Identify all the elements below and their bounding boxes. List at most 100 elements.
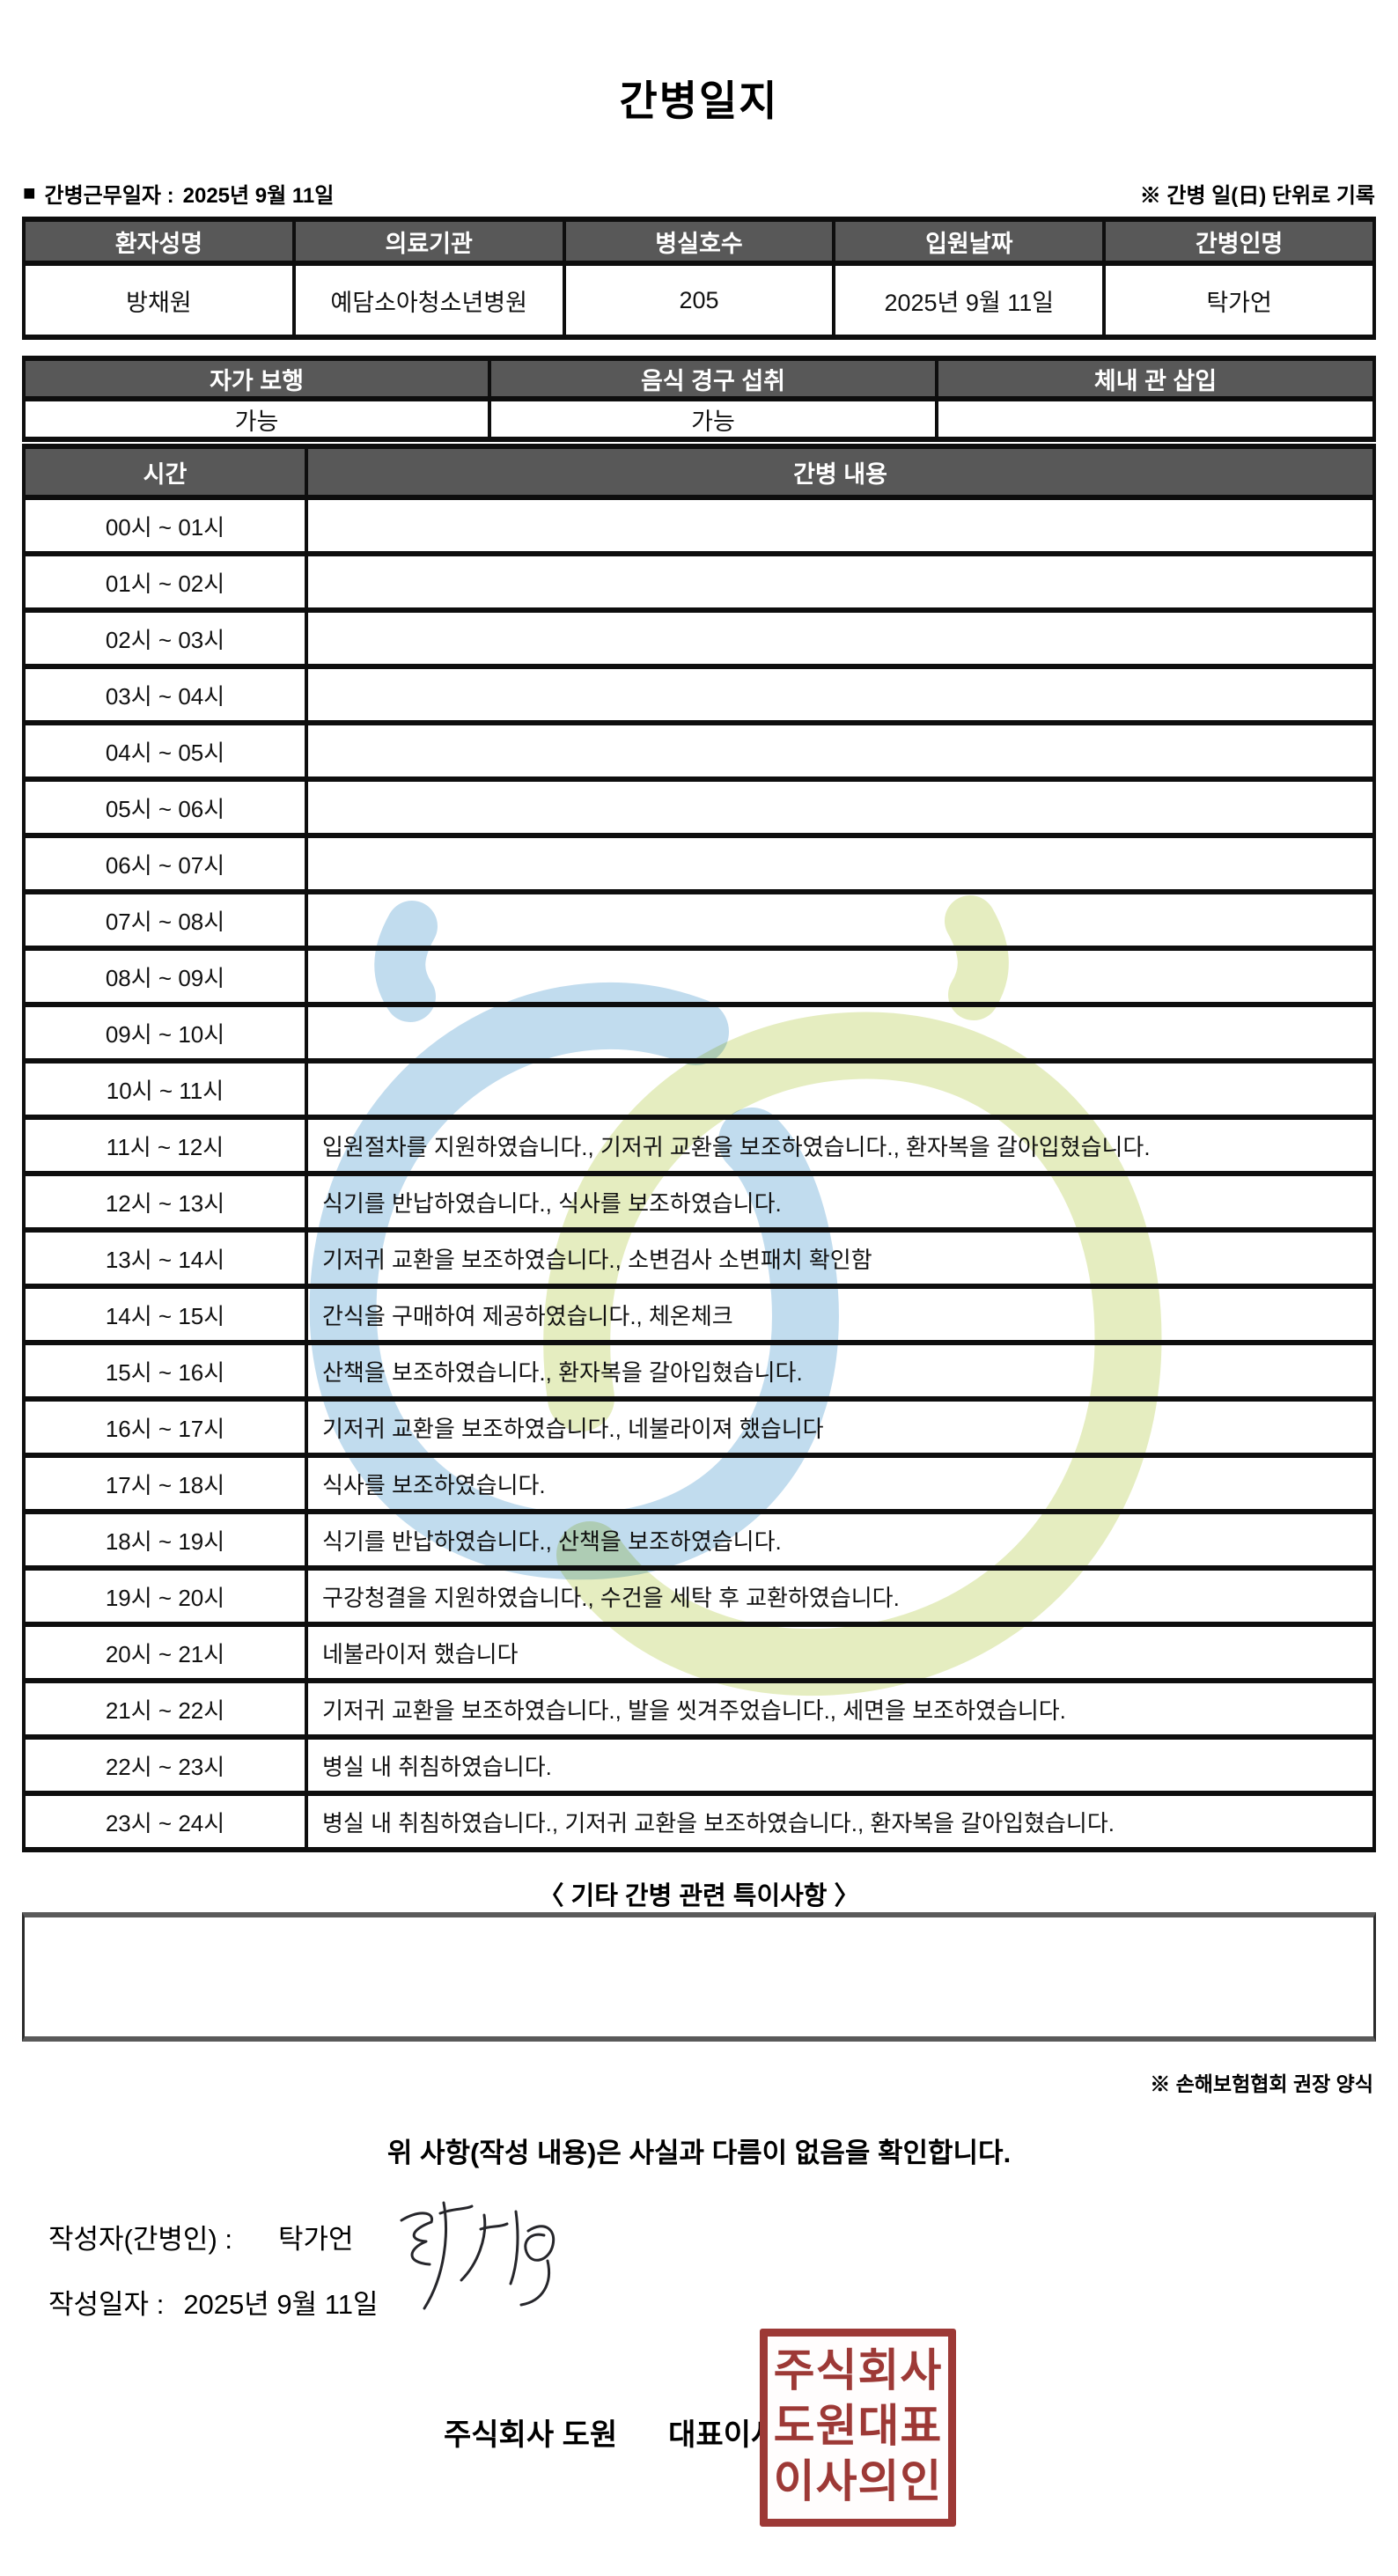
care-log-table: 시간 간병 내용 00시 ~ 01시 01시 ~ 02시 02시 ~ 03시 0… <box>22 444 1376 1852</box>
time-cell: 07시 ~ 08시 <box>22 889 308 951</box>
unit-note: ※ 간병 일(日) 단위로 기록 <box>1139 184 1375 208</box>
square-bullet-icon: ■ <box>23 180 36 205</box>
care-content-cell: 입원절차를 지원하였습니다., 기저귀 교환을 보조하였습니다., 환자복을 갈… <box>305 1115 1376 1176</box>
writer-name: 탁가언 <box>278 2224 354 2255</box>
stamp-text-line: 이사의인 <box>773 2458 943 2507</box>
meta-line: ■ 간병근무일자 : 2025년 9월 11일 ※ 간병 일(日) 단위로 기록 <box>23 178 1375 209</box>
care-row: 16시 ~ 17시 기저귀 교환을 보조하였습니다., 네불라이져 했습니다 <box>22 1396 1376 1458</box>
written-date-label: 작성일자 : <box>48 2289 165 2320</box>
care-content-cell <box>305 1002 1376 1064</box>
time-cell: 13시 ~ 14시 <box>22 1227 308 1289</box>
time-cell: 16시 ~ 17시 <box>22 1396 308 1458</box>
care-content-cell: 간식을 구매하여 제공하였습니다., 체온체크 <box>305 1284 1376 1345</box>
time-cell: 20시 ~ 21시 <box>22 1622 308 1683</box>
work-date-line: ■ 간병근무일자 : 2025년 9월 11일 <box>23 178 334 209</box>
care-row: 23시 ~ 24시 병실 내 취침하였습니다., 기저귀 교환을 보조하였습니다… <box>22 1791 1376 1852</box>
care-content-cell: 구강청결을 지원하였습니다., 수건을 세탁 후 교환하였습니다. <box>305 1565 1376 1627</box>
page-title: 간병일지 <box>619 77 779 124</box>
time-cell: 19시 ~ 20시 <box>22 1565 308 1627</box>
time-cell: 05시 ~ 06시 <box>22 776 308 838</box>
care-content-cell: 병실 내 취침하였습니다., 기저귀 교환을 보조하였습니다., 환자복을 갈아… <box>305 1791 1376 1852</box>
patient-value-cell: 2025년 9월 11일 <box>832 261 1107 340</box>
corporate-seal-stamp: 주식회사 도원대표 이사의인 <box>760 2329 956 2527</box>
care-row: 08시 ~ 09시 <box>22 946 1376 1007</box>
care-content-cell <box>305 720 1376 782</box>
care-row: 06시 ~ 07시 <box>22 833 1376 894</box>
patient-header-row: 환자성명 의료기관 병실호수 입원날짜 간병인명 <box>22 217 1376 266</box>
company-name: 주식회사 도원 <box>444 2418 618 2452</box>
stamp-text-line: 주식회사 <box>773 2347 943 2396</box>
special-notes-title: 〈 기타 간병 관련 특이사항 〉 <box>538 1882 860 1910</box>
time-cell: 12시 ~ 13시 <box>22 1171 308 1233</box>
care-content-cell <box>305 551 1376 613</box>
time-column-header: 시간 <box>22 444 308 500</box>
work-date-value: 2025년 9월 11일 <box>182 184 335 208</box>
patient-header-cell: 병실호수 <box>562 217 836 266</box>
time-cell: 22시 ~ 23시 <box>22 1734 308 1796</box>
care-content-cell <box>305 833 1376 894</box>
time-cell: 21시 ~ 22시 <box>22 1678 308 1740</box>
care-content-cell: 식기를 반납하였습니다., 식사를 보조하였습니다. <box>305 1171 1376 1233</box>
patient-header-cell: 간병인명 <box>1102 217 1376 266</box>
time-cell: 00시 ~ 01시 <box>22 495 308 556</box>
written-date-line: 작성일자 : 2025년 9월 11일 <box>48 2282 378 2322</box>
care-row: 20시 ~ 21시 네불라이저 했습니다 <box>22 1622 1376 1683</box>
care-content-cell <box>305 607 1376 669</box>
patient-value-row: 방채원 예담소아청소년병원 205 2025년 9월 11일 탁가언 <box>22 261 1376 340</box>
time-cell: 02시 ~ 03시 <box>22 607 308 669</box>
patient-header-cell: 환자성명 <box>22 217 296 266</box>
handwritten-signature <box>400 2201 556 2310</box>
care-row: 09시 ~ 10시 <box>22 1002 1376 1064</box>
special-notes-box <box>22 1912 1376 2042</box>
patient-info-table: 환자성명 의료기관 병실호수 입원날짜 간병인명 방채원 예담소아청소년병원 205 2025… <box>22 217 1376 340</box>
care-content-cell <box>305 946 1376 1007</box>
care-row: 15시 ~ 16시 산책을 보조하였습니다., 환자복을 갈아입혔습니다. <box>22 1340 1376 1402</box>
care-content-cell <box>305 889 1376 951</box>
time-cell: 04시 ~ 05시 <box>22 720 308 782</box>
care-row: 07시 ~ 08시 <box>22 889 1376 951</box>
form-recommendation-note: ※ 손해보험협회 권장 양식 <box>1150 2072 1373 2095</box>
care-content-cell <box>305 1058 1376 1120</box>
care-row: 11시 ~ 12시 입원절차를 지원하였습니다., 기저귀 교환을 보조하였습니… <box>22 1115 1376 1176</box>
status-header-cell: 음식 경구 섭취 <box>488 356 938 401</box>
time-cell: 11시 ~ 12시 <box>22 1115 308 1176</box>
care-row: 17시 ~ 18시 식사를 보조하였습니다. <box>22 1453 1376 1514</box>
time-cell: 23시 ~ 24시 <box>22 1791 308 1852</box>
care-row: 00시 ~ 01시 <box>22 495 1376 556</box>
status-value-row: 가능 가능 <box>22 396 1376 442</box>
company-line: 주식회사 도원 대표이사 <box>444 2410 778 2454</box>
time-cell: 15시 ~ 16시 <box>22 1340 308 1402</box>
care-row: 13시 ~ 14시 기저귀 교환을 보조하였습니다., 소변검사 소변패치 확인… <box>22 1227 1376 1289</box>
time-cell: 08시 ~ 09시 <box>22 946 308 1007</box>
patient-value-cell: 방채원 <box>22 261 296 340</box>
care-content-cell: 식기를 반납하였습니다., 산책을 보조하였습니다. <box>305 1509 1376 1571</box>
patient-value-cell: 탁가언 <box>1102 261 1376 340</box>
time-cell: 17시 ~ 18시 <box>22 1453 308 1514</box>
writer-label: 작성자(간병인) : <box>48 2224 232 2255</box>
time-cell: 01시 ~ 02시 <box>22 551 308 613</box>
care-content-cell <box>305 495 1376 556</box>
care-content-cell: 기저귀 교환을 보조하였습니다., 소변검사 소변패치 확인함 <box>305 1227 1376 1289</box>
patient-header-cell: 입원날짜 <box>832 217 1107 266</box>
time-cell: 14시 ~ 15시 <box>22 1284 308 1345</box>
care-row: 03시 ~ 04시 <box>22 664 1376 725</box>
status-header-row: 자가 보행 음식 경구 섭취 체내 관 삽입 <box>22 356 1376 401</box>
care-row: 14시 ~ 15시 간식을 구매하여 제공하였습니다., 체온체크 <box>22 1284 1376 1345</box>
time-cell: 09시 ~ 10시 <box>22 1002 308 1064</box>
status-header-cell: 자가 보행 <box>22 356 491 401</box>
time-cell: 06시 ~ 07시 <box>22 833 308 894</box>
time-cell: 03시 ~ 04시 <box>22 664 308 725</box>
care-content-cell: 기저귀 교환을 보조하였습니다., 네불라이져 했습니다 <box>305 1396 1376 1458</box>
care-row: 05시 ~ 06시 <box>22 776 1376 838</box>
care-content-cell: 식사를 보조하였습니다. <box>305 1453 1376 1514</box>
status-value-cell: 가능 <box>22 396 491 442</box>
care-row: 12시 ~ 13시 식기를 반납하였습니다., 식사를 보조하였습니다. <box>22 1171 1376 1233</box>
status-value-cell <box>935 396 1376 442</box>
care-content-cell: 네불라이저 했습니다 <box>305 1622 1376 1683</box>
care-row: 21시 ~ 22시 기저귀 교환을 보조하였습니다., 발을 씻겨주었습니다.,… <box>22 1678 1376 1740</box>
care-row: 19시 ~ 20시 구강청결을 지원하였습니다., 수건을 세탁 후 교환하였습… <box>22 1565 1376 1627</box>
care-content-cell: 병실 내 취침하였습니다. <box>305 1734 1376 1796</box>
care-row: 18시 ~ 19시 식기를 반납하였습니다., 산책을 보조하였습니다. <box>22 1509 1376 1571</box>
writer-line: 작성자(간병인) : 탁가언 <box>48 2217 354 2256</box>
